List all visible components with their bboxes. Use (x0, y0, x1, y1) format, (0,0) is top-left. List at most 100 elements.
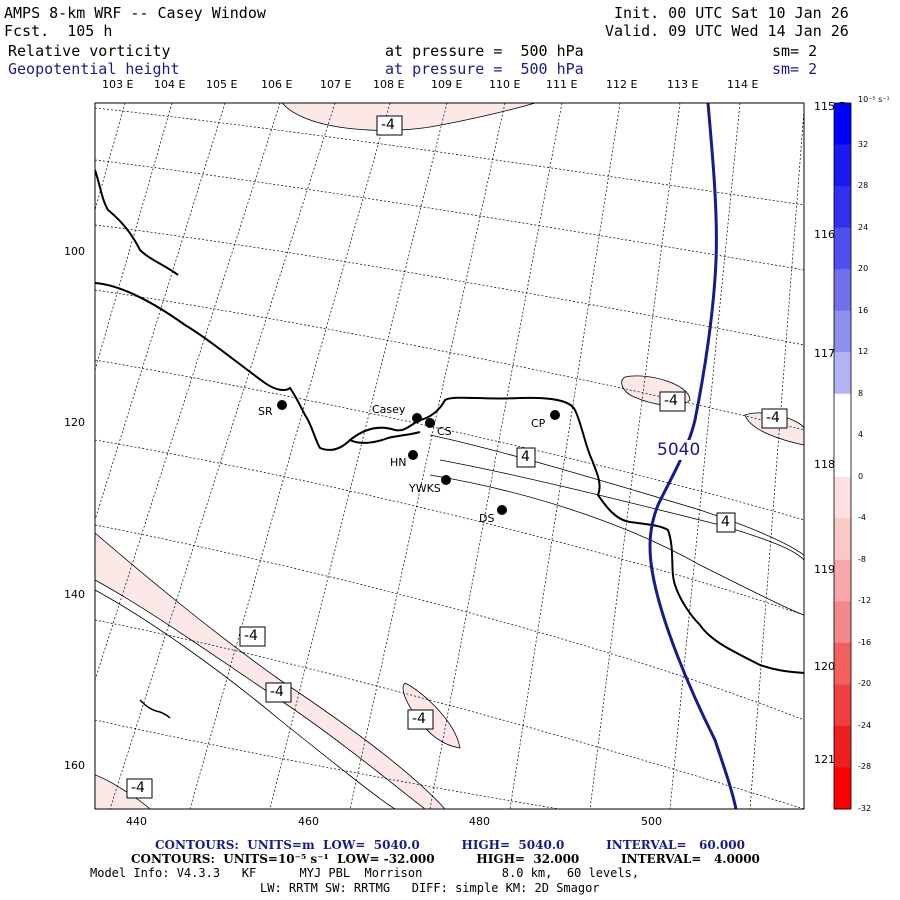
station-label-ywks: YWKS (409, 482, 441, 495)
coastline (95, 282, 804, 674)
contour-label: -4 (381, 117, 395, 133)
contour-label: -4 (270, 684, 284, 700)
x-axis-label: 500 (641, 815, 662, 828)
forecast-hour: Fcst. 105 h (4, 22, 113, 40)
contour-label: -4 (766, 410, 780, 426)
station-label-casey: Casey (372, 403, 406, 416)
colorbar-tick-label: 16 (858, 305, 869, 315)
colorbar-swatch (834, 725, 851, 768)
coastline (95, 169, 179, 276)
y-axis-label: 160 (64, 759, 85, 772)
y-axis-label: 140 (64, 588, 85, 601)
contour-label: 4 (721, 514, 730, 530)
colorbar-swatch (834, 227, 851, 270)
contour-label: -4 (664, 393, 678, 409)
colorbar-tick-label: 8 (858, 388, 864, 398)
station-dot-casey (412, 413, 422, 423)
station-dot-ywks (441, 475, 451, 485)
field-name-vorticity: Relative vorticity (8, 42, 171, 60)
lon-label-top: 111 E (546, 78, 578, 91)
lon-label-top: 105 E (206, 78, 238, 91)
pressure-level-2: at pressure = 500 hPa (385, 60, 584, 78)
colorbar-tick-label: 24 (858, 222, 869, 232)
lon-label-top: 107 E (320, 78, 352, 91)
colorbar-swatch (834, 103, 851, 146)
colorbar-tick-label: 12 (858, 347, 869, 357)
station-label-cs: CS (437, 425, 452, 438)
colorbar-swatch (834, 144, 851, 187)
station-dot-ds (497, 505, 507, 515)
colorbar-tick-label: -12 (858, 596, 872, 606)
colorbar-tick-label: -8 (858, 554, 866, 564)
colorbar-swatch (834, 476, 851, 519)
model-info: Model Info: V4.3.3 KF MYJ PBL Morrison 8… (90, 866, 640, 880)
colorbar-unit: 10⁻⁵ s⁻¹ (858, 95, 890, 104)
station-label-cp: CP (531, 417, 546, 430)
station-dot-cp (550, 410, 560, 420)
colorbar-swatch (834, 684, 851, 727)
contour-label: 4 (521, 449, 530, 465)
init-time: Init. 00 UTC Sat 10 Jan 26 (614, 4, 849, 22)
smoothing-1: sm= 2 (772, 42, 818, 60)
colorbar-swatch (834, 559, 851, 602)
vorticity-shade (282, 103, 537, 131)
colorbar-tick-label: 28 (858, 181, 869, 191)
station-dot-cs (425, 418, 435, 428)
coastline (349, 431, 421, 444)
colorbar-swatch (834, 518, 851, 561)
colorbar-swatch (834, 186, 851, 229)
x-axis-label: 460 (298, 815, 319, 828)
colorbar-tick-label: 20 (858, 264, 869, 274)
colorbar-tick-label: 4 (858, 430, 864, 440)
field-name-height: Geopotential height (8, 60, 180, 78)
colorbar-tick-label: -32 (858, 804, 872, 813)
colorbar-tick-label: -20 (858, 679, 872, 689)
station-markers (277, 400, 560, 515)
contour-label: -4 (131, 780, 145, 796)
lon-label-top: 114 E (727, 78, 759, 91)
x-axis-label: 440 (126, 815, 147, 828)
contour-label: -4 (244, 628, 258, 644)
colorbar-swatch (834, 767, 851, 810)
pressure-level-1: at pressure = 500 hPa (385, 42, 584, 60)
map-title: AMPS 8-km WRF -- Casey Window (4, 4, 266, 22)
station-label-ds: DS (479, 512, 495, 525)
physics-info: LW: RRTM SW: RRTMG DIFF: simple KM: 2D S… (260, 881, 600, 895)
x-axis-label: 480 (469, 815, 490, 828)
vorticity-shade (95, 532, 446, 809)
lon-label-top: 106 E (261, 78, 293, 91)
colorbar-tick-label: 0 (858, 471, 864, 481)
height-contour-info: CONTOURS: UNITS=m LOW= 5040.0 HIGH= 5040… (155, 838, 745, 852)
valid-time: Valid. 09 UTC Wed 14 Jan 26 (605, 22, 849, 40)
lon-label-top: 113 E (667, 78, 699, 91)
colorbar-swatch (834, 352, 851, 395)
station-label-sr: SR (258, 405, 273, 418)
lon-label-top: 112 E (606, 78, 638, 91)
colorbar-tick-label: -24 (858, 720, 872, 730)
lon-label-top: 110 E (489, 78, 521, 91)
lon-label-top: 104 E (154, 78, 186, 91)
station-label-hn: HN (390, 456, 407, 469)
colorbar-swatch (834, 642, 851, 685)
colorbar-swatch (834, 393, 851, 436)
colorbar-swatch (834, 310, 851, 353)
y-axis-label: 120 (64, 416, 85, 429)
lon-label-top: 108 E (373, 78, 405, 91)
station-dot-hn (408, 450, 418, 460)
contour-label: -4 (412, 711, 426, 727)
height-contour-5040 (648, 103, 738, 809)
colorbar-swatch (834, 601, 851, 644)
y-axis-label: 100 (64, 245, 85, 258)
colorbar-tick-label: 32 (858, 139, 869, 149)
colorbar-swatch (834, 435, 851, 478)
smoothing-2: sm= 2 (772, 60, 818, 78)
station-dot-sr (277, 400, 287, 410)
colorbar (834, 103, 851, 810)
colorbar-swatch (834, 269, 851, 312)
vorticity-contour-info: CONTOURS: UNITS=10⁻⁵ s⁻¹ LOW= -32.000 HI… (131, 852, 760, 866)
coastline (139, 699, 171, 719)
lon-label-top: 103 E (102, 78, 134, 91)
colorbar-tick-label: -4 (858, 513, 866, 523)
lon-label-top: 109 E (431, 78, 463, 91)
